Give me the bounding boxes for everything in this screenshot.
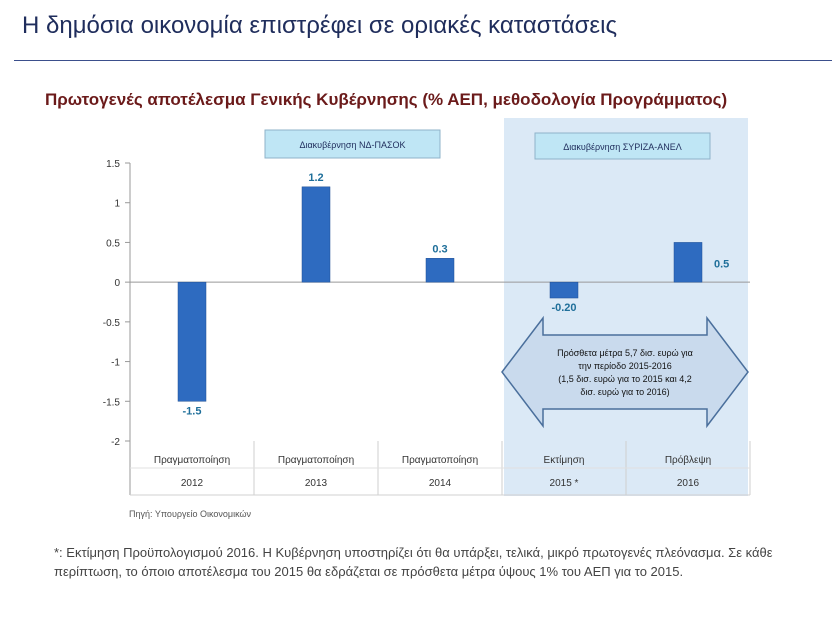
slide-title: Η δημόσια οικονομία επιστρέφει σε οριακέ… — [22, 12, 618, 39]
syriza-anel-label-box-text: Διακυβέρνηση ΣΥΡΙΖΑ-ΑΝΕΛ — [563, 142, 682, 152]
bar-2012 — [177, 281, 207, 402]
syriza-anel-label-box — [534, 132, 711, 160]
x-tick-label: 2016 — [677, 478, 700, 489]
arrow-note-line: (1,5 δισ. ευρώ για το 2015 και 4,2 — [558, 374, 691, 384]
category-status-label: Πραγματοποίηση — [278, 454, 354, 466]
nd-pasok-label-box-text: Διακυβέρνηση ΝΔ-ΠΑΣΟΚ — [299, 140, 405, 150]
category-status-label: Πρόβλεψη — [665, 454, 711, 466]
category-status-label: Πραγματοποίηση — [154, 454, 230, 466]
syriza-anel-period-panel — [504, 118, 748, 496]
bar-2015 * — [549, 281, 579, 299]
x-tick-label: 2014 — [429, 478, 452, 489]
x-tick-label: 2015 * — [550, 478, 579, 489]
arrow-note-line: δισ. ευρώ για το 2016) — [580, 387, 669, 397]
chart-title: Πρωτογενές αποτέλεσμα Γενικής Κυβέρνησης… — [45, 90, 728, 109]
bar-2013 — [301, 186, 331, 283]
y-tick-label: 0.5 — [106, 238, 120, 249]
y-tick-label: 1.5 — [106, 159, 120, 170]
x-tick-label: 2012 — [181, 478, 204, 489]
title-rule — [14, 60, 832, 61]
arrow-note-line: Πρόσθετα μέτρα 5,7 δισ. ευρώ για — [557, 348, 693, 358]
category-status-label: Πραγματοποίηση — [402, 454, 478, 466]
bar-2014 — [425, 258, 455, 283]
value-label: 1.2 — [308, 172, 323, 184]
value-label: -0.20 — [551, 302, 576, 314]
bar-2016 — [673, 242, 703, 283]
source-note: Πηγή: Υπουργείο Οικονομικών — [129, 509, 252, 519]
nd-pasok-label-box — [264, 129, 441, 159]
y-tick-label: -1.5 — [103, 397, 121, 408]
x-tick-label: 2013 — [305, 478, 328, 489]
value-label: 0.5 — [714, 258, 729, 270]
footnote: *: Εκτίμηση Προϋπολογισμού 2016. Η Κυβέρ… — [54, 545, 773, 579]
y-tick-label: -0.5 — [103, 318, 121, 329]
y-tick-label: 0 — [114, 278, 120, 289]
value-label: 0.3 — [432, 243, 447, 255]
y-tick-label: 1 — [114, 199, 120, 210]
value-label: -1.5 — [183, 405, 202, 417]
double-headed-arrow — [501, 315, 749, 429]
arrow-note-line: την περίοδο 2015-2016 — [578, 361, 671, 371]
y-tick-label: -2 — [111, 437, 120, 448]
category-status-label: Εκτίμηση — [544, 454, 585, 466]
y-tick-label: -1 — [111, 358, 120, 369]
